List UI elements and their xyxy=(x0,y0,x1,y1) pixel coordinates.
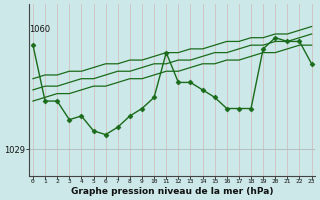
Text: 1060: 1060 xyxy=(29,25,51,34)
X-axis label: Graphe pression niveau de la mer (hPa): Graphe pression niveau de la mer (hPa) xyxy=(71,187,274,196)
